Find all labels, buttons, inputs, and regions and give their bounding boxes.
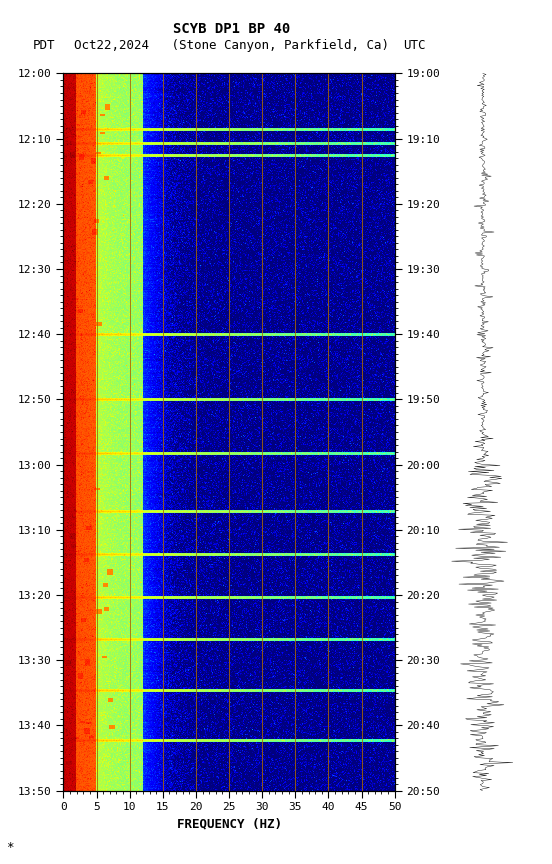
Text: *: * (6, 841, 13, 854)
Text: PDT: PDT (33, 39, 56, 52)
X-axis label: FREQUENCY (HZ): FREQUENCY (HZ) (177, 818, 282, 831)
Text: SCYB DP1 BP 40: SCYB DP1 BP 40 (173, 22, 290, 35)
Text: Oct22,2024   (Stone Canyon, Parkfield, Ca): Oct22,2024 (Stone Canyon, Parkfield, Ca) (75, 39, 389, 52)
Text: UTC: UTC (403, 39, 425, 52)
